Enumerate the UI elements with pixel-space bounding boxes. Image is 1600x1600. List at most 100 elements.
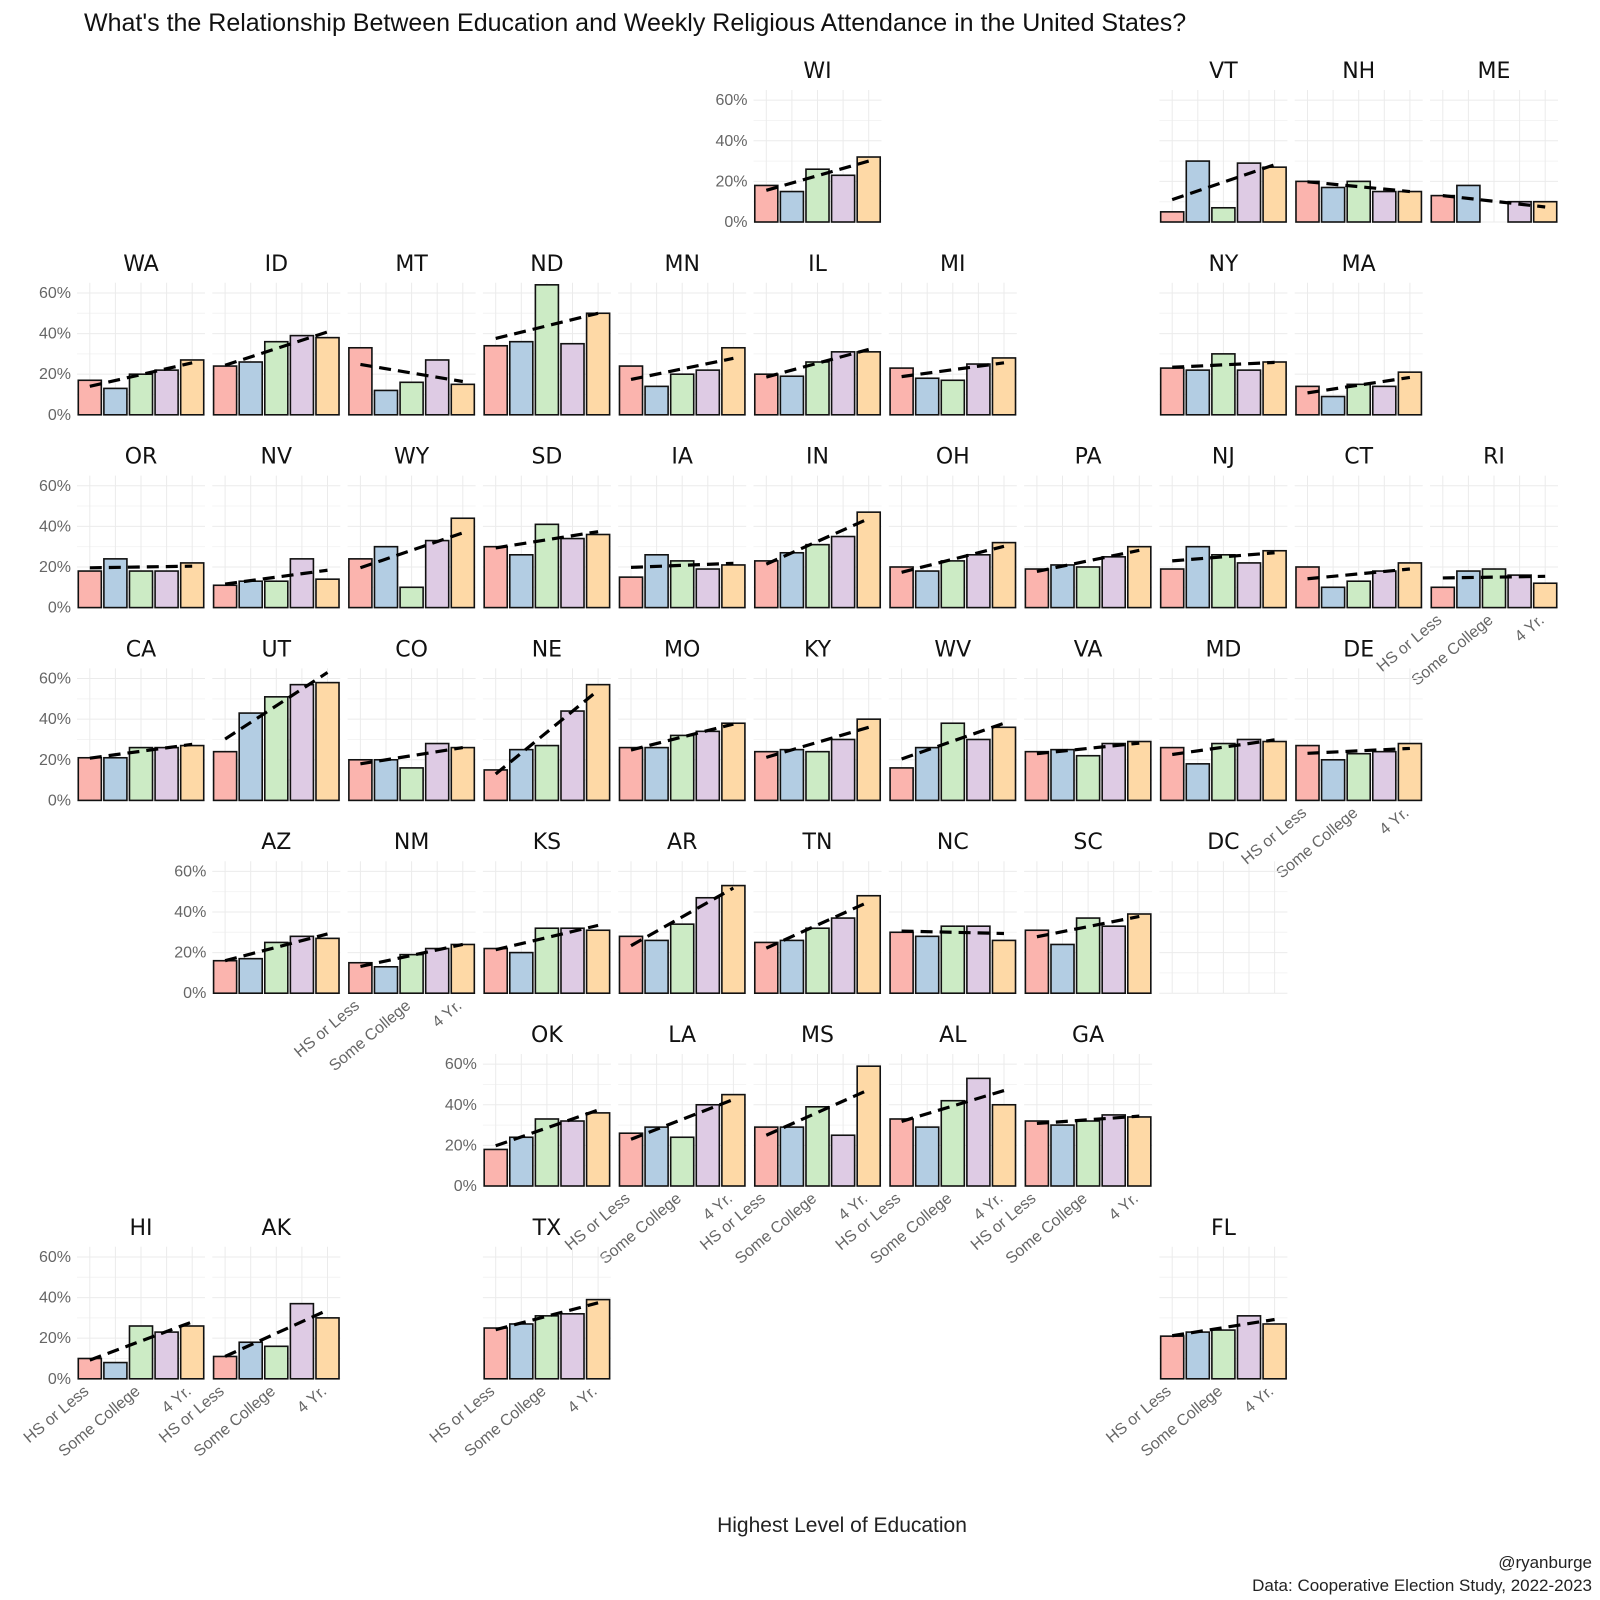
trend-line-mt (360, 362, 464, 384)
bar-ia-1 (618, 576, 644, 609)
bar-wa-5 (179, 359, 205, 416)
bar-ky-1 (753, 750, 779, 802)
bar-nd-2 (508, 340, 534, 416)
panel-title: OH (936, 445, 970, 470)
bar-nd-1 (483, 344, 509, 416)
panel-title: MN (664, 252, 699, 277)
bar-ar-2 (644, 939, 669, 995)
bar-ny-5 (1262, 361, 1287, 416)
trend-line-nh (1307, 180, 1411, 194)
bar-fl-3 (1211, 1329, 1236, 1380)
y-tick-label: 20% (39, 752, 71, 769)
panel-me: ME (1430, 59, 1558, 223)
bar-de-2 (1320, 758, 1346, 802)
y-tick-label: 60% (39, 671, 71, 688)
y-tick-label: 60% (39, 478, 71, 495)
bar-va-3 (1075, 754, 1101, 802)
panel-title: SD (531, 445, 562, 470)
panel-nh: NH (1294, 59, 1423, 223)
bar-ga-5 (1126, 1116, 1152, 1187)
bar-ia-3 (669, 560, 695, 609)
y-tick-label: 40% (174, 904, 206, 921)
bar-wi-2 (779, 190, 805, 223)
bar-fl-1 (1159, 1335, 1185, 1380)
panel-title: WA (123, 252, 159, 277)
bar-wy-5 (450, 517, 476, 609)
bar-tn-4 (830, 917, 856, 994)
bar-ca-2 (103, 756, 128, 802)
bar-mi-4 (966, 363, 991, 416)
bar-id-1 (212, 365, 238, 416)
panel-title: IA (671, 445, 693, 470)
bar-ct-3 (1346, 580, 1372, 609)
bar-la-2 (644, 1126, 669, 1187)
y-tick-label: 20% (174, 945, 206, 962)
panel-title: ID (265, 252, 288, 277)
x-tick-label: 4 Yr. (294, 1383, 330, 1417)
bar-co-1 (348, 758, 373, 802)
bar-ok-1 (483, 1148, 509, 1187)
bar-nc-1 (889, 931, 914, 994)
bar-wy-3 (399, 586, 424, 609)
y-tick-label: 0% (454, 1178, 477, 1195)
bar-al-1 (889, 1118, 914, 1187)
panel-title: TN (802, 830, 833, 855)
bar-id-2 (238, 361, 264, 416)
bar-ks-5 (585, 929, 611, 995)
bar-oh-4 (966, 553, 991, 609)
panel-ar: AR (618, 830, 747, 995)
panel-ks: KS (482, 830, 611, 995)
trend-line-sc (1036, 914, 1140, 939)
bar-ar-3 (669, 923, 695, 995)
bar-sc-5 (1126, 913, 1152, 994)
bar-nv-1 (212, 584, 238, 609)
bar-sd-4 (560, 537, 585, 609)
bar-hi-2 (103, 1361, 128, 1380)
bar-or-1 (77, 570, 103, 609)
bar-hi-3 (128, 1325, 154, 1380)
panel-title: AK (262, 1216, 292, 1241)
bar-il-1 (753, 373, 779, 416)
panel-mn: MN (618, 252, 747, 416)
panel-az: AZ 0% 20% 40% 60% (174, 830, 341, 1002)
bar-nv-2 (238, 580, 264, 609)
bar-ca-4 (154, 746, 179, 802)
bar-nh-5 (1397, 190, 1423, 223)
panel-title: NC (937, 830, 969, 855)
x-tick-label: 4 Yr. (429, 997, 465, 1031)
bar-in-4 (830, 535, 856, 609)
panel-wi: WI 0% 20% 40% 60% (715, 59, 882, 231)
bar-al-2 (914, 1126, 940, 1187)
bar-nd-3 (534, 284, 560, 416)
panel-nj: NJ (1159, 445, 1288, 609)
x-tick-label: 4 Yr. (1241, 1383, 1277, 1417)
bar-oh-5 (991, 541, 1017, 609)
trend-line-fl (1171, 1317, 1275, 1338)
panel-title: NJ (1212, 445, 1235, 470)
bar-ok-4 (560, 1120, 585, 1187)
panel-title: NE (532, 637, 562, 662)
y-tick-label: 0% (48, 600, 71, 617)
bar-ga-4 (1101, 1114, 1127, 1187)
y-tick-label: 60% (445, 1056, 477, 1073)
panel-title: MA (1342, 252, 1376, 277)
bar-ne-5 (585, 683, 611, 802)
y-tick-label: 40% (715, 133, 747, 150)
panel-title: ND (530, 252, 563, 277)
trend-line-ne (494, 689, 600, 776)
panel-title: UT (262, 637, 292, 662)
panel-title: IN (806, 445, 829, 470)
bar-me-1 (1430, 194, 1456, 223)
bar-wv-2 (914, 746, 940, 802)
bar-sd-3 (534, 523, 560, 609)
bar-mo-3 (669, 734, 695, 802)
bar-ok-2 (508, 1136, 534, 1187)
bar-wv-5 (991, 726, 1017, 802)
bar-ny-3 (1211, 353, 1236, 416)
bar-ne-2 (508, 748, 534, 802)
panel-mt: MT (347, 252, 476, 416)
bar-in-1 (753, 560, 779, 609)
panel-ok: OK 0% 20% 40% 60% (445, 1023, 611, 1195)
bar-md-4 (1236, 738, 1262, 802)
panel-ne: NE (482, 637, 611, 802)
